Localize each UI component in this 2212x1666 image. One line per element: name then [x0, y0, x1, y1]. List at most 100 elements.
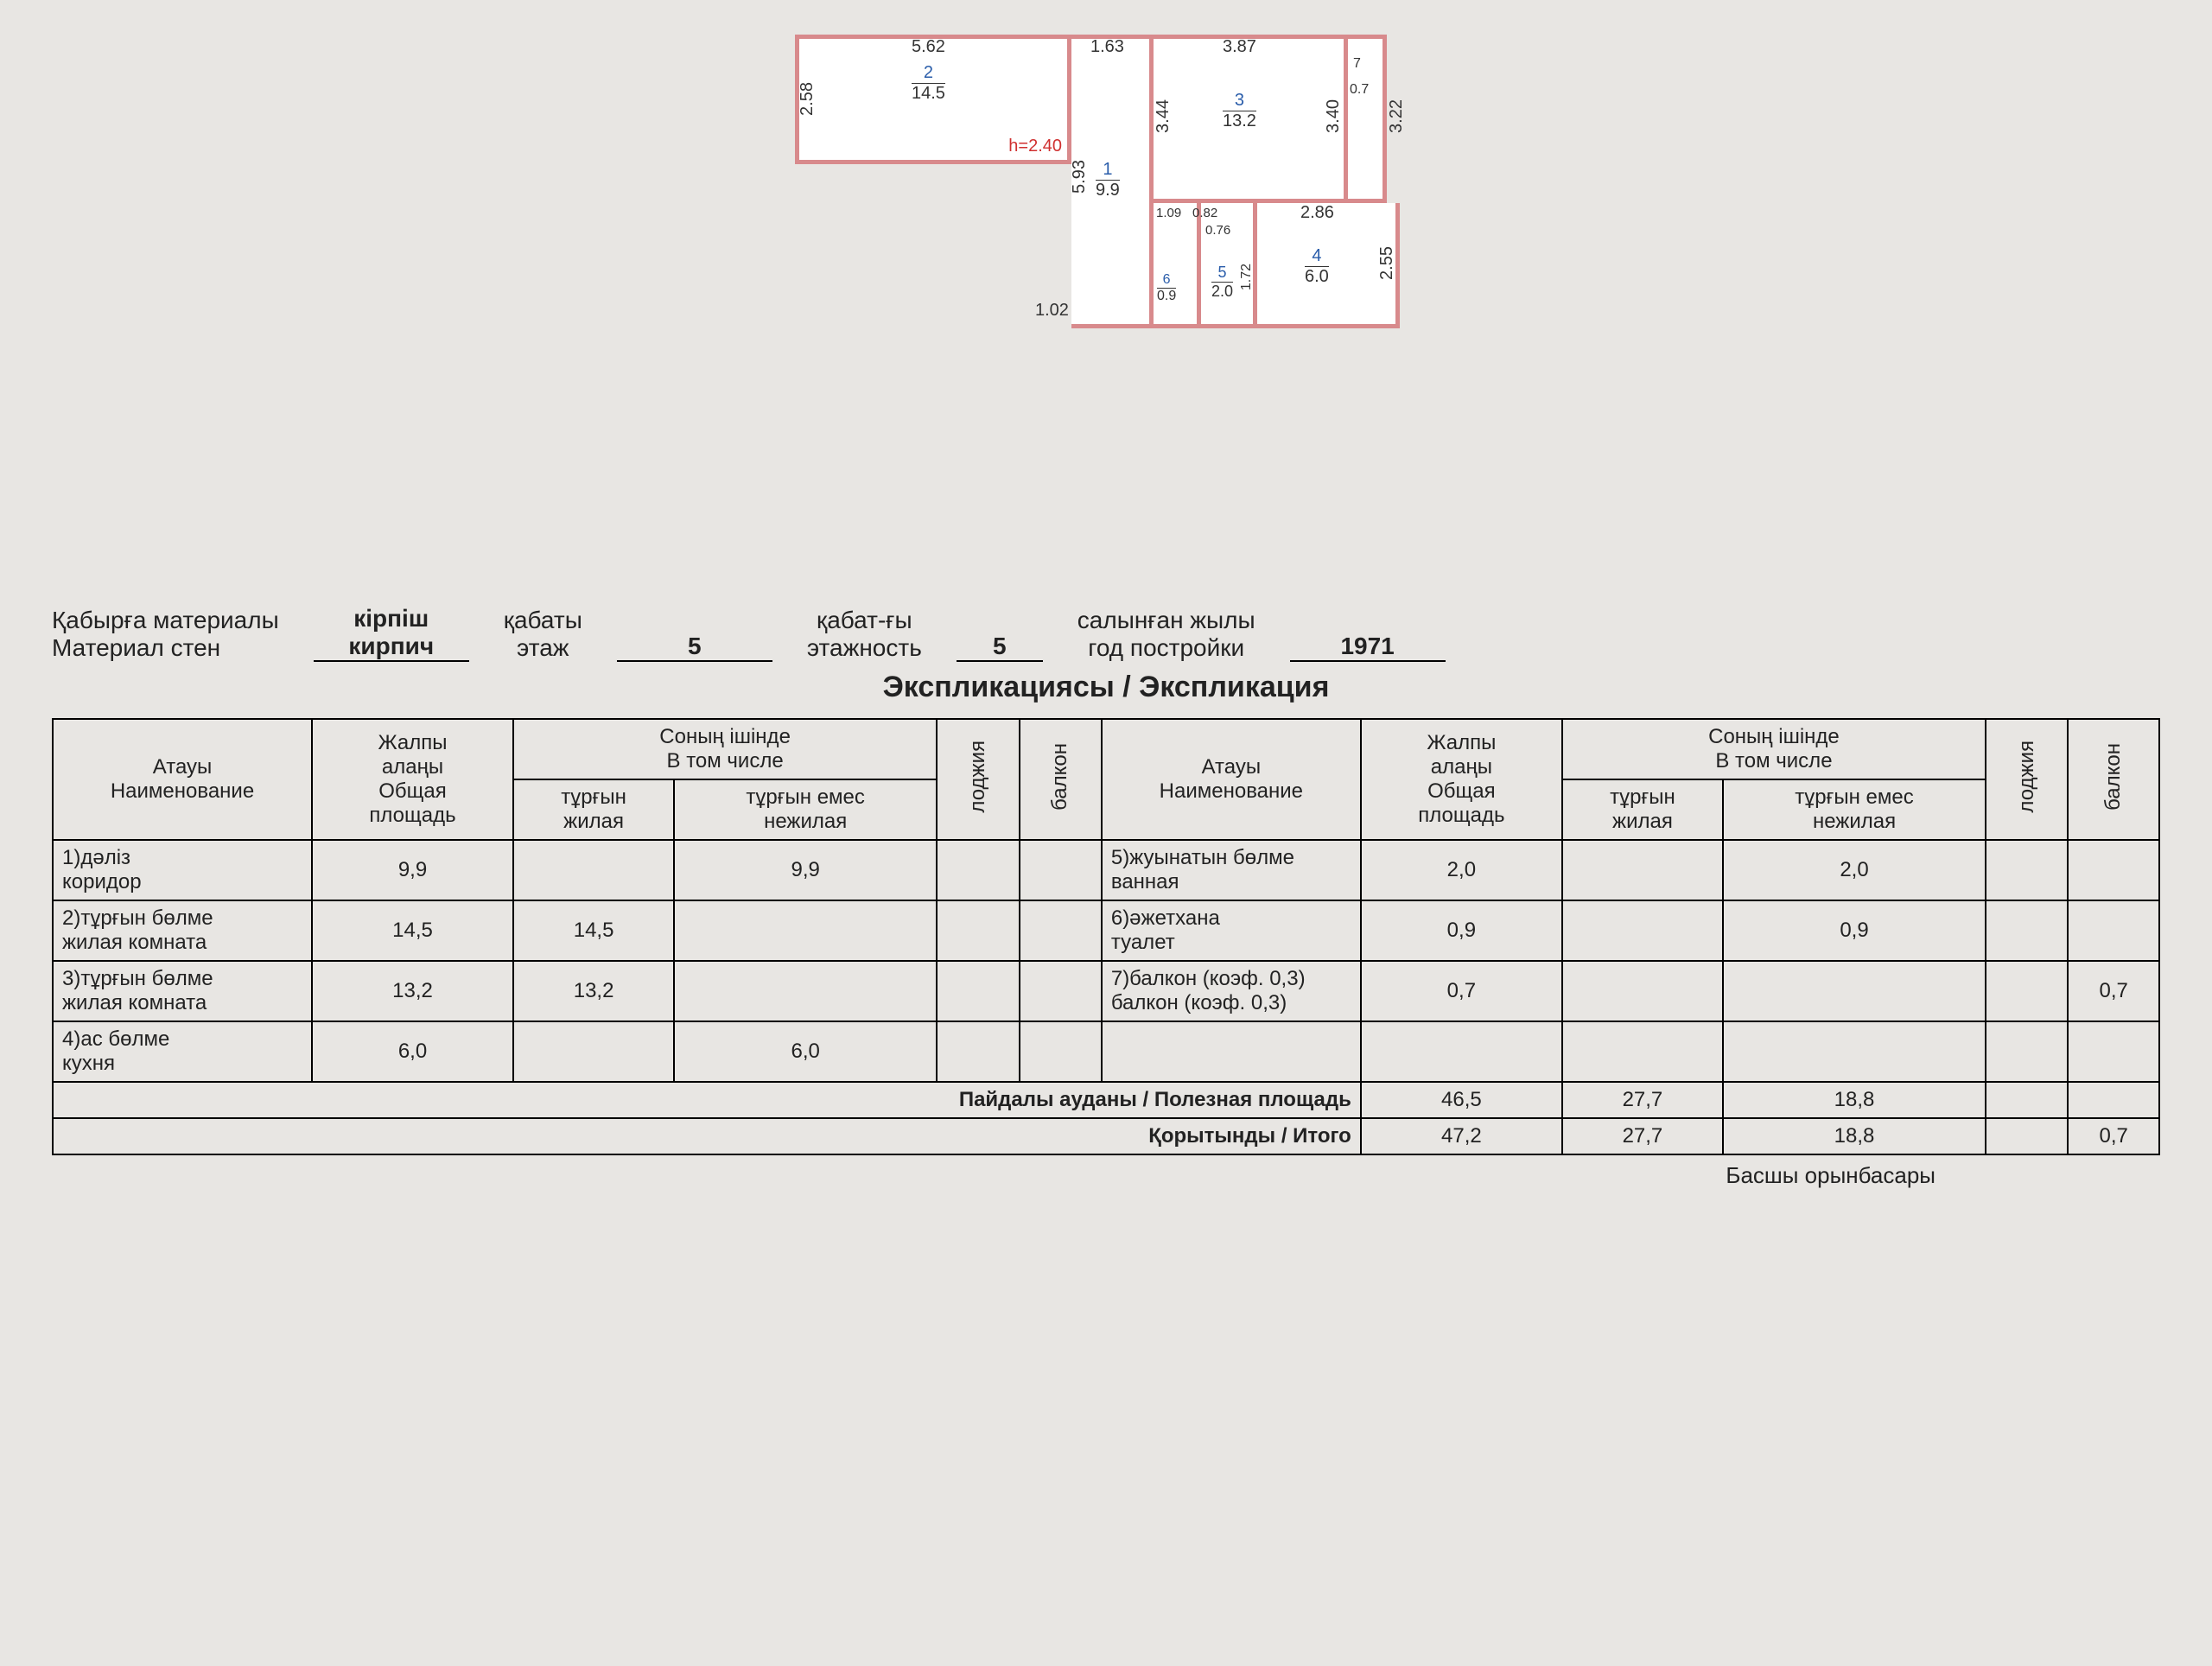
table-header: Атауы Наименование Жалпы алаңы Общая пло…	[53, 719, 2159, 840]
dim-room4-h: 2.55	[1377, 246, 1397, 280]
hdr-balcony-r: балкон	[2101, 743, 2126, 811]
cell	[1020, 961, 1102, 1021]
cell	[513, 840, 674, 900]
cell: 6,0	[312, 1021, 513, 1082]
hdr-loggia-r: лоджия	[2015, 741, 2039, 813]
dim-room1-w: 1.63	[1090, 37, 1124, 57]
room1-area: 9.9	[1096, 180, 1120, 200]
cell	[1562, 840, 1723, 900]
dim-balcony-07: 0.7	[1350, 82, 1369, 98]
dim-balcony-7: 7	[1353, 56, 1361, 72]
cell	[937, 961, 1019, 1021]
ceiling-height: h=2.40	[1008, 137, 1062, 156]
balcony: 3.22 7 0.7	[1348, 35, 1387, 203]
cell	[1986, 1021, 2068, 1082]
floor-label-ru: этаж	[517, 634, 569, 662]
cell	[1020, 900, 1102, 961]
cell: 14,5	[513, 900, 674, 961]
useful-balcony	[2068, 1082, 2159, 1118]
dim-d3: 0.76	[1205, 223, 1230, 238]
table-row: 1)дәліз коридор9,99,95)жуынатын бөлме ва…	[53, 840, 2159, 900]
hdr-incl-r: Соның ішінде В том числе	[1562, 719, 1986, 779]
room2-num: 2	[912, 63, 945, 83]
room1-num: 1	[1096, 160, 1120, 180]
footer-signature: Басшы орынбасары	[52, 1162, 2160, 1189]
year-val: 1971	[1290, 633, 1446, 662]
useful-nonliving: 18,8	[1723, 1082, 1986, 1118]
hdr-balcony-l: балкон	[1048, 743, 1072, 811]
explication-table: Атауы Наименование Жалпы алаңы Общая пло…	[52, 718, 2160, 1155]
cell	[1562, 900, 1723, 961]
room5-area: 2.0	[1211, 282, 1233, 301]
cell	[2068, 840, 2159, 900]
dim-balcony-h: 3.22	[1387, 99, 1407, 133]
room-1: 1.63 5.93 1 9.9 1.02	[1071, 35, 1154, 328]
cell: 0,7	[1361, 961, 1562, 1021]
useful-living: 27,7	[1562, 1082, 1723, 1118]
cell	[1361, 1021, 1562, 1082]
hdr-living-l: тұрғын жилая	[513, 779, 674, 840]
cell	[937, 840, 1019, 900]
cell	[674, 961, 937, 1021]
dim-room1-h: 5.93	[1070, 160, 1090, 194]
cell	[2068, 900, 2159, 961]
cell: 2,0	[1361, 840, 1562, 900]
cell: 13,2	[513, 961, 674, 1021]
dim-room3-hl: 3.44	[1154, 99, 1173, 133]
room-3: 3.87 3.44 3 13.2 3.40	[1154, 35, 1348, 203]
meta-row: Қабырға материалы Материал стен кірпіш к…	[52, 605, 2160, 662]
room3-area: 13.2	[1223, 111, 1256, 131]
room-2: 5.62 2 14.5 2.58 h=2.40	[795, 35, 1071, 164]
wall-val-kk: кірпіш	[353, 605, 429, 633]
room-6: 6 0.9	[1154, 203, 1201, 328]
cell: 13,2	[312, 961, 513, 1021]
explication-title: Экспликациясы / Экспликация	[52, 671, 2160, 704]
dim-d2: 0.82	[1192, 206, 1217, 220]
year-label-kk: салынған жылы	[1077, 607, 1255, 634]
storeys-label-ru: этажность	[807, 634, 922, 662]
table-row: 3)тұрғын бөлме жилая комната13,213,27)ба…	[53, 961, 2159, 1021]
useful-loggia	[1986, 1082, 2068, 1118]
cell	[1986, 961, 2068, 1021]
storeys-val: 5	[957, 633, 1043, 662]
room2-area: 14.5	[912, 83, 945, 104]
cell	[674, 900, 937, 961]
room6-area: 0.9	[1157, 288, 1176, 304]
cell: 6,0	[674, 1021, 937, 1082]
cell	[1562, 1021, 1723, 1082]
cell: 0,7	[2068, 961, 2159, 1021]
hdr-loggia-l: лоджия	[966, 741, 990, 813]
table-row: 2)тұрғын бөлме жилая комната14,514,56)әж…	[53, 900, 2159, 961]
cell: 5)жуынатын бөлме ванная	[1102, 840, 1361, 900]
table-row: 4)ас бөлме кухня6,06,0	[53, 1021, 2159, 1082]
cell: 6)әжетхана туалет	[1102, 900, 1361, 961]
cell: 14,5	[312, 900, 513, 961]
table-body: 1)дәліз коридор9,99,95)жуынатын бөлме ва…	[53, 840, 2159, 1082]
cell	[513, 1021, 674, 1082]
hdr-total-l: Жалпы алаңы Общая площадь	[312, 719, 513, 840]
itogo-label: Қорытынды / Итого	[53, 1118, 1361, 1154]
itogo-living: 27,7	[1562, 1118, 1723, 1154]
cell	[1986, 900, 2068, 961]
dim-d1: 1.09	[1156, 206, 1181, 220]
hdr-name-l: Атауы Наименование	[53, 719, 312, 840]
wall-val-ru: кирпич	[314, 633, 469, 662]
room5-num: 5	[1211, 264, 1233, 282]
cell: 4)ас бөлме кухня	[53, 1021, 312, 1082]
useful-total: 46,5	[1361, 1082, 1562, 1118]
itogo-loggia	[1986, 1118, 2068, 1154]
itogo-total: 47,2	[1361, 1118, 1562, 1154]
cell: 2)тұрғын бөлме жилая комната	[53, 900, 312, 961]
hdr-incl-l: Соның ішінде В том числе	[513, 719, 937, 779]
room3-num: 3	[1223, 91, 1256, 111]
cell: 0,9	[1361, 900, 1562, 961]
cell: 7)балкон (коэф. 0,3) балкон (коэф. 0,3)	[1102, 961, 1361, 1021]
hdr-living-r: тұрғын жилая	[1562, 779, 1723, 840]
cell	[1986, 840, 2068, 900]
floor-label-kk: қабаты	[504, 607, 582, 634]
dim-room3-hr: 3.40	[1324, 99, 1344, 133]
wall-label-kk: Қабырға материалы	[52, 607, 279, 634]
itogo-balcony: 0,7	[2068, 1118, 2159, 1154]
cell: 9,9	[674, 840, 937, 900]
cell	[2068, 1021, 2159, 1082]
